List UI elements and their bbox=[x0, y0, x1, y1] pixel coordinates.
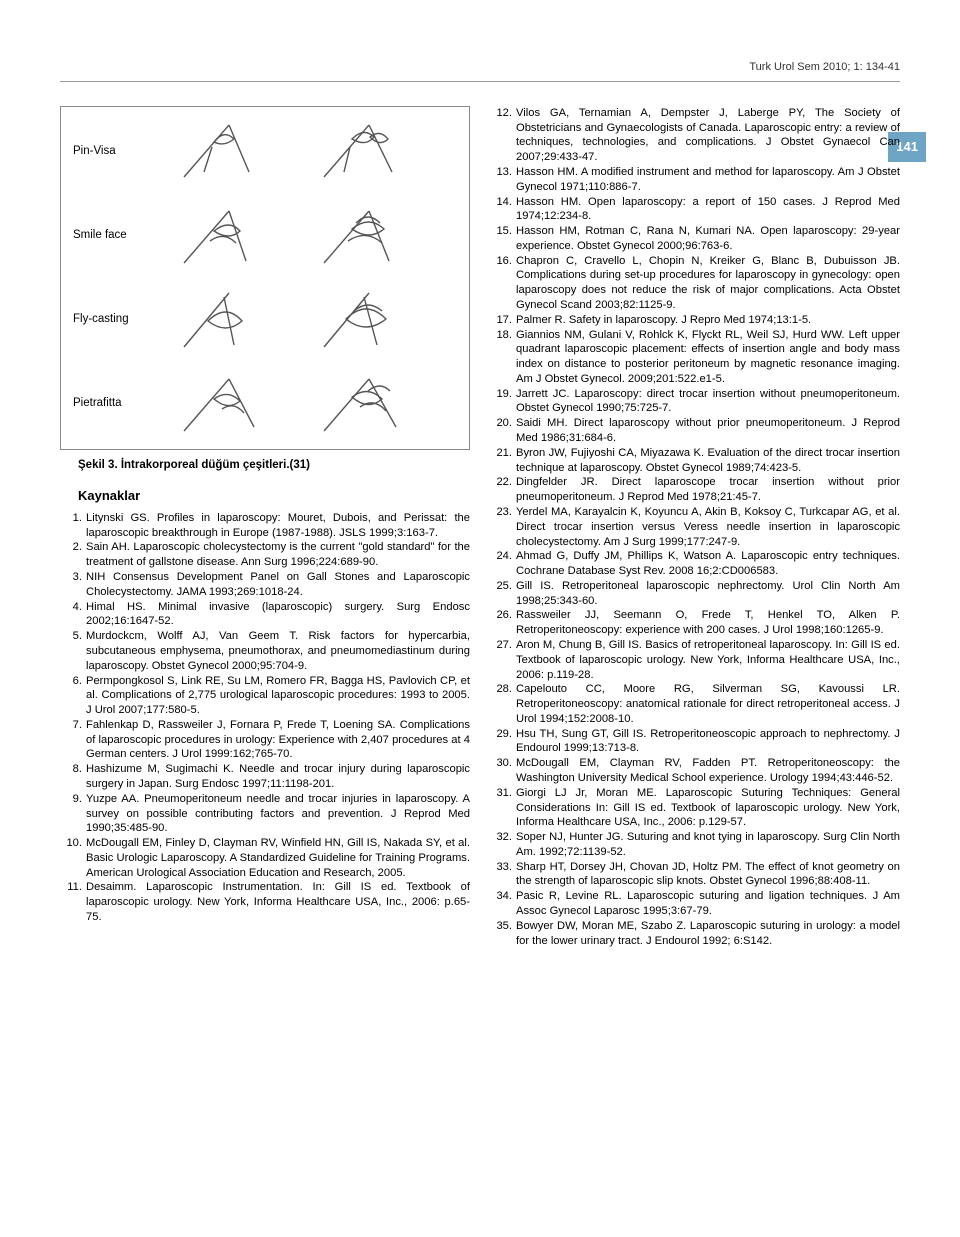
reference-item: Sharp HT, Dorsey JH, Chovan JD, Holtz PM… bbox=[490, 860, 900, 890]
figure-caption: Şekil 3. İntrakorporeal düğüm çeşitleri.… bbox=[60, 458, 470, 474]
knot-row-smile-face: Smile face bbox=[73, 201, 457, 271]
reference-item: Bowyer DW, Moran ME, Szabo Z. Laparoscop… bbox=[490, 919, 900, 949]
knot-illustration-icon bbox=[151, 201, 457, 271]
reference-item: Aron M, Chung B, Gill IS. Basics of retr… bbox=[490, 638, 900, 682]
reference-item: Giannios NM, Gulani V, Rohlck K, Flyckt … bbox=[490, 328, 900, 387]
reference-item: Ahmad G, Duffy JM, Phillips K, Watson A.… bbox=[490, 549, 900, 579]
knot-row-fly-casting: Fly-casting bbox=[73, 285, 457, 355]
reference-item: Capelouto CC, Moore RG, Silverman SG, Ka… bbox=[490, 682, 900, 726]
reference-item: Litynski GS. Profiles in laparoscopy: Mo… bbox=[60, 511, 470, 541]
reference-item: Byron JW, Fujiyoshi CA, Miyazawa K. Eval… bbox=[490, 446, 900, 476]
references-list-left: Litynski GS. Profiles in laparoscopy: Mo… bbox=[60, 511, 470, 925]
reference-item: Giorgi LJ Jr, Moran ME. Laparoscopic Sut… bbox=[490, 786, 900, 830]
reference-item: Himal HS. Minimal invasive (laparoscopic… bbox=[60, 600, 470, 630]
reference-item: Soper NJ, Hunter JG. Suturing and knot t… bbox=[490, 830, 900, 860]
header-rule bbox=[60, 81, 900, 82]
figure-3-box: Pin-Visa bbox=[60, 106, 470, 450]
reference-item: Saidi MH. Direct laparoscopy without pri… bbox=[490, 416, 900, 446]
reference-item: Fahlenkap D, Rassweiler J, Fornara P, Fr… bbox=[60, 718, 470, 762]
reference-item: Dingfelder JR. Direct laparoscope trocar… bbox=[490, 475, 900, 505]
reference-item: Hasson HM. A modified instrument and met… bbox=[490, 165, 900, 195]
references-heading: Kaynaklar bbox=[60, 487, 470, 505]
knot-illustration-icon bbox=[151, 285, 457, 355]
reference-item: Hasson HM, Rotman C, Rana N, Kumari NA. … bbox=[490, 224, 900, 254]
reference-item: Desaimm. Laparoscopic Instrumentation. I… bbox=[60, 880, 470, 924]
reference-item: Hsu TH, Sung GT, Gill IS. Retroperitoneo… bbox=[490, 727, 900, 757]
reference-item: Jarrett JC. Laparoscopy: direct trocar i… bbox=[490, 387, 900, 417]
reference-item: Murdockcm, Wolff AJ, Van Geem T. Risk fa… bbox=[60, 629, 470, 673]
knot-row-pietrafitta: Pietrafitta bbox=[73, 369, 457, 439]
reference-item: Permpongkosol S, Link RE, Su LM, Romero … bbox=[60, 674, 470, 718]
journal-header: Turk Urol Sem 2010; 1: 134-41 bbox=[60, 60, 900, 75]
two-column-layout: Pin-Visa bbox=[60, 106, 900, 949]
knot-illustration-icon bbox=[151, 117, 457, 187]
page-container: Turk Urol Sem 2010; 1: 134-41 141 Pin-Vi… bbox=[0, 0, 960, 988]
reference-item: Chapron C, Cravello L, Chopin N, Kreiker… bbox=[490, 254, 900, 313]
knot-row-pin-visa: Pin-Visa bbox=[73, 117, 457, 187]
knot-label: Fly-casting bbox=[73, 312, 151, 328]
reference-item: Yerdel MA, Karayalcin K, Koyuncu A, Akin… bbox=[490, 505, 900, 549]
reference-item: McDougall EM, Finley D, Clayman RV, Winf… bbox=[60, 836, 470, 880]
reference-item: Sain AH. Laparoscopic cholecystectomy is… bbox=[60, 540, 470, 570]
knot-label: Pin-Visa bbox=[73, 144, 151, 160]
reference-item: Gill IS. Retroperitoneal laparoscopic ne… bbox=[490, 579, 900, 609]
reference-item: McDougall EM, Clayman RV, Fadden PT. Ret… bbox=[490, 756, 900, 786]
reference-item: Rassweiler JJ, Seemann O, Frede T, Henke… bbox=[490, 608, 900, 638]
reference-item: Hashizume M, Sugimachi K. Needle and tro… bbox=[60, 762, 470, 792]
reference-item: Yuzpe AA. Pneumoperitoneum needle and tr… bbox=[60, 792, 470, 836]
reference-item: Palmer R. Safety in laparoscopy. J Repro… bbox=[490, 313, 900, 328]
reference-item: NIH Consensus Development Panel on Gall … bbox=[60, 570, 470, 600]
knot-label: Smile face bbox=[73, 228, 151, 244]
reference-item: Vilos GA, Ternamian A, Dempster J, Laber… bbox=[490, 106, 900, 165]
knot-illustration-icon bbox=[151, 369, 457, 439]
knot-label: Pietrafitta bbox=[73, 396, 151, 412]
right-column: Vilos GA, Ternamian A, Dempster J, Laber… bbox=[490, 106, 900, 949]
reference-item: Pasic R, Levine RL. Laparoscopic suturin… bbox=[490, 889, 900, 919]
left-column: Pin-Visa bbox=[60, 106, 470, 949]
reference-item: Hasson HM. Open laparoscopy: a report of… bbox=[490, 195, 900, 225]
references-list-right: Vilos GA, Ternamian A, Dempster J, Laber… bbox=[490, 106, 900, 949]
